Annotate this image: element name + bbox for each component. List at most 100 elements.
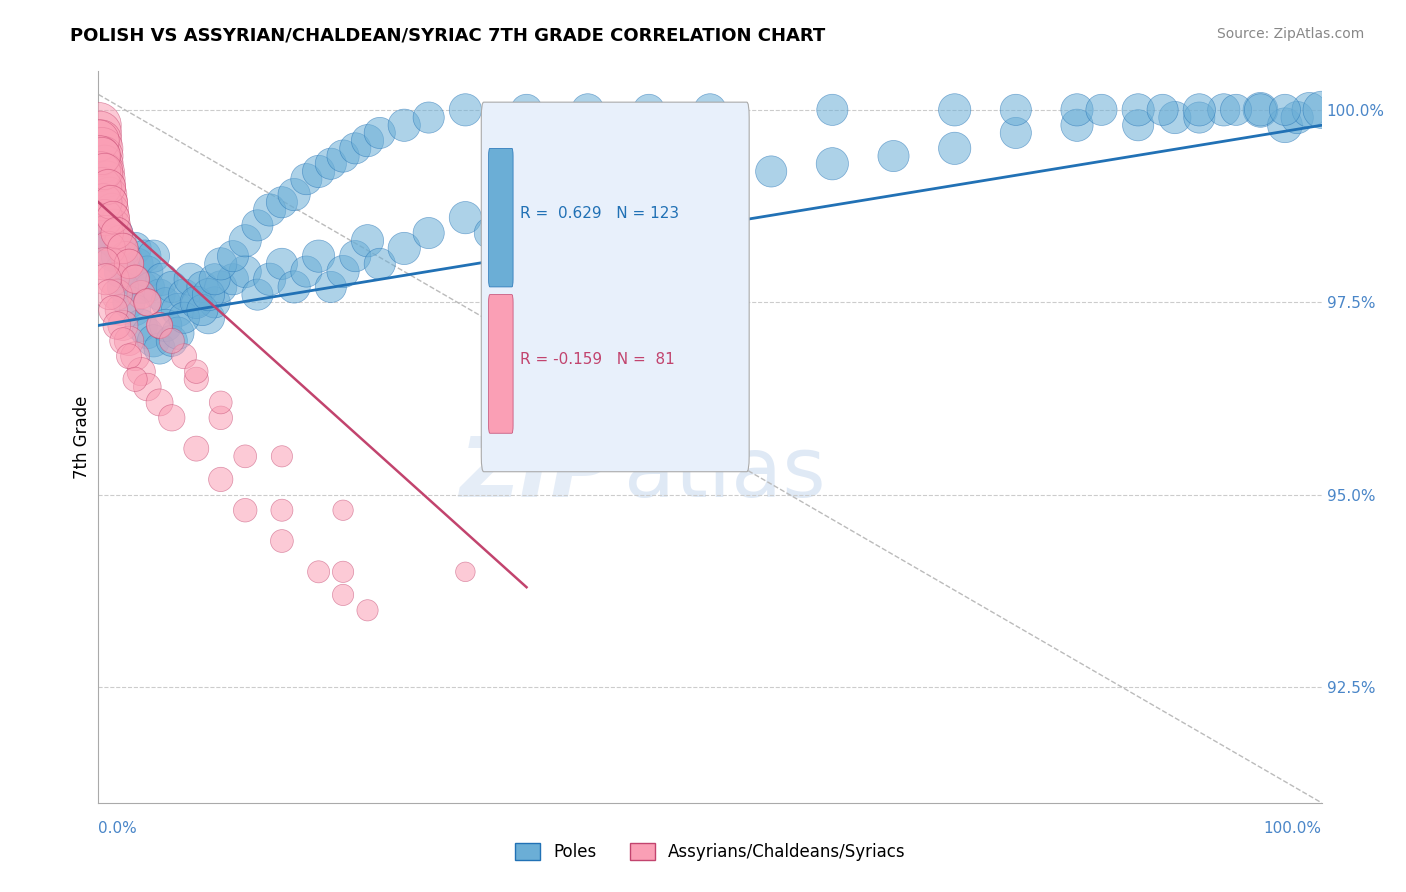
Point xyxy=(97,219,120,233)
Point xyxy=(155,318,177,333)
Point xyxy=(186,442,208,456)
Point xyxy=(553,195,575,210)
Point xyxy=(149,318,172,333)
Point xyxy=(1164,111,1187,125)
Point xyxy=(98,287,121,301)
Point xyxy=(94,164,117,178)
Point xyxy=(118,257,141,271)
Point xyxy=(270,450,294,464)
Point xyxy=(319,157,342,171)
Point xyxy=(454,565,477,579)
Point xyxy=(124,272,146,286)
Point xyxy=(515,211,537,225)
Point xyxy=(1298,103,1320,117)
Point xyxy=(105,226,128,240)
Point xyxy=(1286,111,1309,125)
Point xyxy=(600,195,623,210)
Point xyxy=(127,257,149,271)
Point xyxy=(233,264,256,278)
Point xyxy=(160,334,183,348)
Point xyxy=(179,272,201,286)
Point xyxy=(1212,103,1234,117)
Point xyxy=(638,103,661,117)
FancyBboxPatch shape xyxy=(489,148,513,287)
Point xyxy=(111,318,134,333)
Point xyxy=(96,195,118,210)
Point xyxy=(233,450,256,464)
Point xyxy=(308,249,330,263)
Point xyxy=(98,187,121,202)
Point xyxy=(97,179,120,194)
Point xyxy=(368,126,391,140)
Point xyxy=(90,134,112,148)
Point xyxy=(91,179,114,194)
Point xyxy=(150,272,173,286)
Point xyxy=(356,603,378,617)
Point xyxy=(160,410,183,425)
Point xyxy=(883,149,905,163)
Point xyxy=(110,264,132,278)
Point xyxy=(87,134,110,148)
Point xyxy=(105,318,128,333)
Point xyxy=(186,365,208,379)
Point xyxy=(356,234,378,248)
Point xyxy=(1225,103,1247,117)
Point xyxy=(1152,103,1174,117)
Point xyxy=(209,280,232,294)
Point xyxy=(110,234,132,248)
Point xyxy=(418,111,440,125)
Point xyxy=(114,249,136,263)
Point xyxy=(100,257,122,271)
Point xyxy=(332,565,354,579)
Text: R =  0.629   N = 123: R = 0.629 N = 123 xyxy=(520,206,679,220)
Point xyxy=(1188,111,1211,125)
FancyBboxPatch shape xyxy=(481,103,749,472)
Point xyxy=(124,242,146,256)
Point xyxy=(111,334,134,348)
Point xyxy=(209,257,232,271)
Point xyxy=(111,242,134,256)
Point xyxy=(124,372,146,386)
Point xyxy=(209,395,232,409)
Point xyxy=(105,287,128,301)
Point xyxy=(136,295,159,310)
Point xyxy=(89,126,111,140)
Point xyxy=(100,195,122,210)
Point xyxy=(418,226,440,240)
Point xyxy=(173,287,195,301)
Point xyxy=(246,219,269,233)
Point xyxy=(91,149,114,163)
Point xyxy=(576,103,599,117)
FancyBboxPatch shape xyxy=(489,294,513,434)
Point xyxy=(101,211,124,225)
Point xyxy=(186,372,208,386)
Point xyxy=(821,157,844,171)
Point xyxy=(308,565,330,579)
Point xyxy=(136,295,159,310)
Point xyxy=(124,349,146,363)
Text: Source: ZipAtlas.com: Source: ZipAtlas.com xyxy=(1216,27,1364,41)
Point xyxy=(160,280,183,294)
Point xyxy=(142,249,165,263)
Point xyxy=(1188,103,1211,117)
Point xyxy=(1004,126,1026,140)
Point xyxy=(139,280,162,294)
Text: ZIP: ZIP xyxy=(460,434,612,514)
Point xyxy=(295,264,318,278)
Point xyxy=(344,249,367,263)
Point xyxy=(344,141,367,155)
Point xyxy=(100,234,122,248)
Point xyxy=(478,226,501,240)
Point xyxy=(319,280,342,294)
Point xyxy=(197,310,219,325)
Point xyxy=(98,219,121,233)
Point xyxy=(91,195,114,210)
Point xyxy=(515,103,537,117)
Point xyxy=(118,334,141,348)
Point xyxy=(124,272,146,286)
Point xyxy=(191,280,214,294)
Point xyxy=(101,272,124,286)
Point xyxy=(197,287,219,301)
Point xyxy=(186,295,208,310)
Text: atlas: atlas xyxy=(624,434,827,514)
